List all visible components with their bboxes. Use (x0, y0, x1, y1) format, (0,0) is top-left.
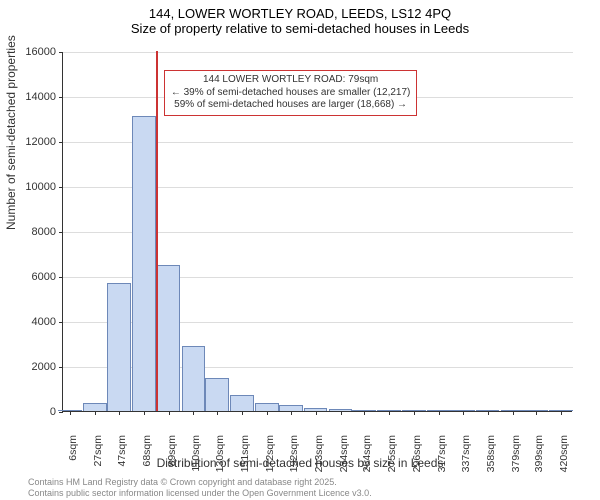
y-tick-label: 8000 (12, 226, 56, 238)
chart-area: 02000400060008000100001200014000160006sq… (62, 52, 572, 412)
footer-attribution: Contains HM Land Registry data © Crown c… (28, 477, 372, 498)
y-axis-label: Number of semi-detached properties (4, 35, 18, 230)
y-tick (59, 97, 63, 98)
x-tick (513, 411, 514, 415)
x-tick (364, 411, 365, 415)
x-tick (169, 411, 170, 415)
x-tick (95, 411, 96, 415)
footer-line-1: Contains HM Land Registry data © Crown c… (28, 477, 372, 487)
x-tick (70, 411, 71, 415)
x-tick (536, 411, 537, 415)
y-tick (59, 412, 63, 413)
histogram-bar (83, 403, 107, 411)
x-axis-label: Distribution of semi-detached houses by … (0, 456, 600, 470)
annotation-line: 59% of semi-detached houses are larger (… (171, 99, 411, 112)
y-tick (59, 142, 63, 143)
y-tick-label: 10000 (12, 181, 56, 193)
histogram-bar (230, 395, 254, 411)
histogram-bar (107, 283, 131, 411)
chart-subtitle: Size of property relative to semi-detach… (0, 21, 600, 36)
histogram-bar (255, 403, 279, 411)
y-tick (59, 367, 63, 368)
x-tick (389, 411, 390, 415)
y-tick (59, 277, 63, 278)
y-tick (59, 52, 63, 53)
x-tick (488, 411, 489, 415)
x-tick (463, 411, 464, 415)
x-tick (439, 411, 440, 415)
x-tick (291, 411, 292, 415)
annotation-line: ← 39% of semi-detached houses are smalle… (171, 87, 411, 100)
x-tick (193, 411, 194, 415)
gridline (63, 52, 573, 53)
y-tick-label: 6000 (12, 271, 56, 283)
y-tick (59, 232, 63, 233)
x-tick (242, 411, 243, 415)
x-tick (561, 411, 562, 415)
x-tick (217, 411, 218, 415)
chart-title: 144, LOWER WORTLEY ROAD, LEEDS, LS12 4PQ (0, 6, 600, 21)
annotation-box: 144 LOWER WORTLEY ROAD: 79sqm← 39% of se… (164, 70, 418, 116)
y-tick-label: 16000 (12, 46, 56, 58)
property-marker-line (156, 51, 158, 411)
histogram-bar (205, 378, 229, 411)
x-tick (267, 411, 268, 415)
footer-line-2: Contains public sector information licen… (28, 488, 372, 498)
y-tick-label: 4000 (12, 316, 56, 328)
y-tick (59, 187, 63, 188)
histogram-bar (132, 116, 156, 411)
y-tick-label: 0 (12, 406, 56, 418)
annotation-line: 144 LOWER WORTLEY ROAD: 79sqm (171, 74, 411, 87)
x-tick (316, 411, 317, 415)
y-tick-label: 12000 (12, 136, 56, 148)
y-tick (59, 322, 63, 323)
histogram-bar (182, 346, 206, 411)
histogram-bar (157, 265, 181, 411)
x-tick (144, 411, 145, 415)
x-tick (119, 411, 120, 415)
x-tick (414, 411, 415, 415)
x-tick (341, 411, 342, 415)
y-tick-label: 14000 (12, 91, 56, 103)
y-tick-label: 2000 (12, 361, 56, 373)
plot-region: 02000400060008000100001200014000160006sq… (62, 52, 572, 412)
